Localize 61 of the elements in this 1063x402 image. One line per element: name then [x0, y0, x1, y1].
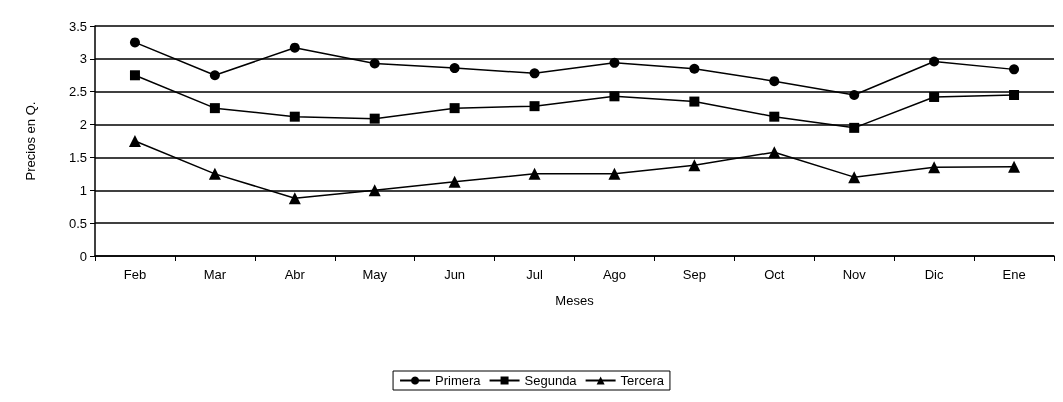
x-tick-label: Sep: [682, 267, 706, 282]
point: [448, 175, 461, 188]
point: [208, 167, 221, 180]
legend-label: Tercera: [620, 373, 665, 388]
point: [529, 68, 540, 79]
y-tick-label: 1: [79, 182, 87, 198]
point: [689, 96, 700, 107]
y-tick-label: 0: [79, 248, 87, 264]
x-tick-label: Nov: [842, 267, 867, 282]
point: [929, 91, 940, 102]
y-tick-label: 3: [79, 51, 87, 67]
x-tick-label: Abr: [284, 267, 306, 282]
point: [449, 63, 460, 74]
y-tick-label: 2.5: [68, 84, 87, 100]
point: [848, 171, 861, 184]
point: [1009, 90, 1020, 100]
point: [129, 70, 140, 81]
point: [769, 111, 780, 122]
point: [1009, 64, 1020, 75]
point: [849, 90, 860, 100]
y-tick-label: 2: [79, 117, 87, 133]
point: [768, 146, 781, 159]
y-tick-label: 3.5: [68, 18, 87, 34]
point: [289, 42, 300, 53]
y-tick-label: 0.5: [68, 215, 87, 231]
x-tick-label: Feb: [123, 267, 147, 282]
point: [209, 103, 220, 114]
point: [209, 70, 220, 81]
x-tick-label: Dic: [924, 267, 945, 282]
point: [929, 56, 940, 67]
point: [449, 103, 460, 114]
point: [609, 91, 620, 102]
point: [369, 58, 380, 69]
point: [529, 101, 540, 112]
x-tick-label: Jun: [444, 267, 466, 282]
point: [688, 159, 701, 172]
point: [928, 161, 941, 174]
point: [528, 167, 541, 180]
x-tick-label: Mar: [203, 267, 227, 282]
point: [368, 184, 381, 197]
point: [689, 63, 700, 74]
legend-label: Primera: [435, 373, 482, 388]
y-axis-title: Precios en Q.: [23, 101, 38, 181]
x-tick-label: Oct: [764, 267, 785, 282]
x-tick-label: Ene: [1002, 267, 1026, 282]
point: [608, 167, 621, 180]
point: [1008, 160, 1021, 173]
point: [369, 113, 380, 124]
point: [849, 122, 860, 133]
point: [128, 135, 141, 147]
x-tick-label: Ago: [602, 267, 627, 282]
legend-label: Segunda: [524, 373, 578, 388]
point: [288, 192, 301, 205]
x-tick-label: May: [362, 267, 388, 282]
point: [769, 76, 780, 87]
point: [609, 57, 620, 68]
point: [289, 111, 300, 122]
point: [129, 37, 140, 48]
x-tick-label: Jul: [526, 267, 543, 282]
x-axis-title: Meses: [555, 293, 595, 308]
y-tick-label: 1.5: [68, 149, 87, 165]
